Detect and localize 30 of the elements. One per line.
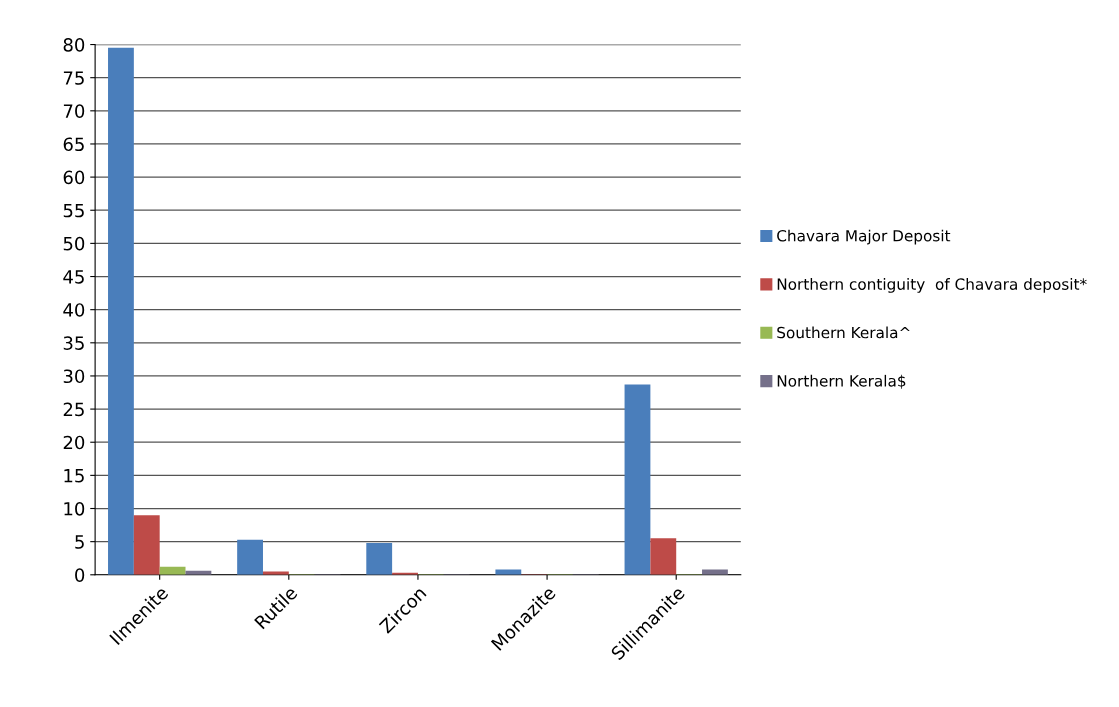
legend-label: Southern Kerala^: [777, 326, 910, 339]
bar: [624, 384, 651, 575]
legend-label: Chavara Major Deposit: [777, 229, 951, 245]
bar: [495, 569, 522, 575]
y-tick-label: 45: [63, 270, 84, 284]
bar: [108, 47, 134, 575]
y-tick-label: 0: [75, 568, 85, 582]
y-tick-label: 60: [63, 170, 85, 185]
y-tick-label: 35: [63, 336, 84, 350]
y-tick-label: 55: [63, 203, 84, 218]
y-tick-label: 70: [63, 104, 85, 118]
y-tick-label: 20: [63, 435, 85, 450]
y-tick-label: 80: [63, 38, 85, 52]
bar: [702, 569, 728, 575]
bar: [366, 542, 393, 575]
y-tick-label: 65: [63, 137, 84, 152]
y-tick-label: 50: [63, 236, 85, 251]
bar: [650, 538, 677, 575]
y-tick-label: 10: [64, 501, 85, 516]
y-tick-label: 15: [64, 469, 84, 483]
bar: [133, 515, 160, 575]
bar: [262, 571, 289, 575]
legend-label: Northern contiguity of Chavara deposit*: [777, 278, 1087, 293]
y-tick-label: 25: [63, 402, 84, 417]
y-tick-label: 5: [75, 535, 84, 549]
y-tick-label: 30: [63, 369, 85, 384]
legend-label: Northern Kerala$: [777, 374, 906, 389]
y-tick-label: 75: [63, 71, 84, 85]
bar: [237, 539, 263, 575]
y-tick-label: 40: [63, 303, 85, 317]
